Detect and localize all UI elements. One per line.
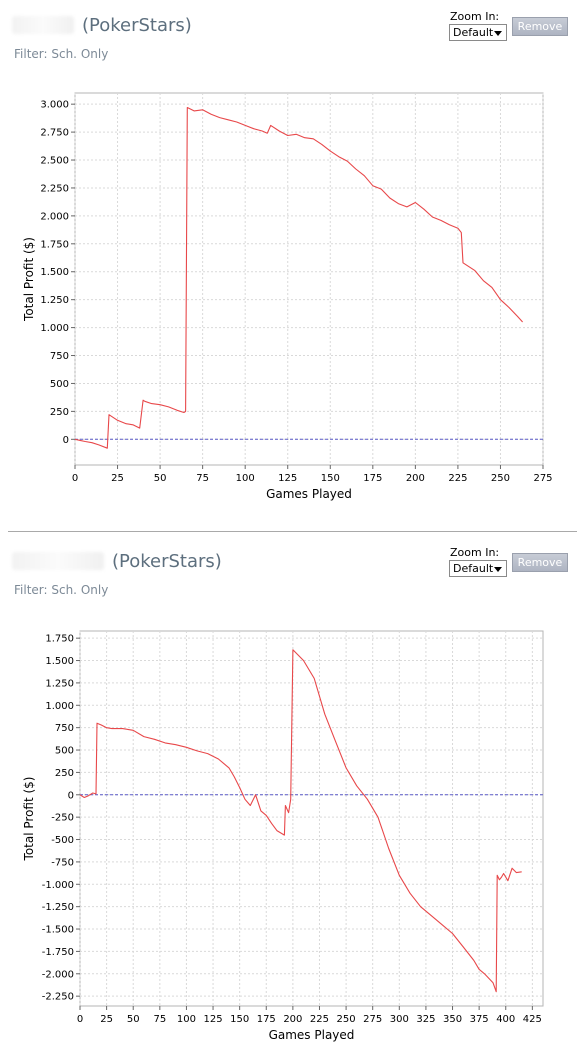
x-tick-label: 375 [470,1014,489,1025]
y-tick-label: -2.250 [42,992,74,1003]
y-tick-label: -2.000 [42,969,74,980]
x-tick-label: 275 [533,473,552,484]
y-axis-title: Total Profit ($) [22,237,36,322]
chart-panel: (PokerStars) Filter: Sch. Only Zoom In: … [12,10,568,501]
x-tick-label: 400 [496,1014,515,1025]
y-tick-label: -500 [51,835,74,846]
x-tick-label: 275 [363,1014,382,1025]
x-tick-label: 150 [230,1014,249,1025]
x-tick-label: 250 [491,473,510,484]
profit-series-line [74,106,524,449]
profit-series-line [79,649,522,993]
y-tick-label: -1.750 [42,947,74,958]
site-name: (PokerStars) [82,15,192,36]
x-tick-label: 175 [257,1014,276,1025]
profit-chart: 0 25 50 75 100 125 150 175 200 225 250 275 0 250 500 75… [22,92,553,501]
chart-panel: (PokerStars) Filter: Sch. Only Zoom In: … [0,536,583,1046]
x-tick-label: 100 [236,473,255,484]
x-tick-label: 150 [321,473,340,484]
chevron-down-icon [494,567,502,572]
blurred-player-name [12,552,104,570]
y-tick-label: -750 [51,857,74,868]
x-tick-label: 100 [177,1014,196,1025]
blurred-player-name [12,16,74,34]
y-tick-label: 250 [55,768,74,779]
filter-label: Filter: Sch. Only [14,583,109,597]
panel-divider [8,531,577,532]
plot-area [74,92,544,466]
site-name: (PokerStars) [112,551,222,572]
x-tick-label: 225 [448,473,467,484]
x-tick-label: 300 [390,1014,409,1025]
zoom-label: Zoom In: [450,546,500,559]
y-tick-label: 3.000 [40,100,69,111]
y-tick-label: 1.250 [40,295,69,306]
y-tick-label: 2.750 [40,128,69,139]
zoom-select-value: Default [453,26,494,39]
x-tick-label: 200 [406,473,425,484]
y-tick-label: 1.000 [40,323,69,334]
y-axis-title: Total Profit ($) [22,777,36,862]
y-tick-label: 1.250 [45,678,74,689]
y-tick-label: 250 [50,407,69,418]
x-axis-title: Games Played [269,1028,355,1042]
y-tick-label: 750 [50,351,69,362]
y-tick-label: -1.250 [42,902,74,913]
plot-area [79,630,544,1007]
x-tick-label: 75 [196,473,209,484]
y-tick-label: 2.000 [40,211,69,222]
zoom-select-value: Default [453,562,494,575]
y-tick-label: 0 [63,435,69,446]
x-tick-label: 125 [278,473,297,484]
y-tick-label: -1.000 [42,880,74,891]
x-tick-label: 0 [72,473,78,484]
x-axis-title: Games Played [266,487,352,501]
y-tick-label: 1.500 [40,267,69,278]
x-tick-label: 175 [363,473,382,484]
y-tick-label: 1.500 [45,656,74,667]
x-tick-label: 25 [111,473,124,484]
remove-button[interactable]: Remove [512,17,568,36]
zoom-select[interactable]: Default [449,560,507,577]
x-tick-label: 25 [100,1014,113,1025]
zoom-label: Zoom In: [450,10,500,23]
x-tick-label: 0 [77,1014,83,1025]
x-tick-label: 50 [154,473,167,484]
y-tick-label: 1.000 [45,701,74,712]
x-tick-label: 250 [337,1014,356,1025]
x-tick-label: 200 [283,1014,302,1025]
zoom-select[interactable]: Default [449,24,507,41]
y-tick-label: 2.500 [40,156,69,167]
x-tick-label: 125 [203,1014,222,1025]
y-tick-label: 750 [55,723,74,734]
remove-button[interactable]: Remove [512,553,568,572]
y-tick-label: 1.750 [45,634,74,645]
profit-chart: 0 25 50 75 100 125 150 175 200 225 250 275 300 325 350… [22,630,544,1042]
y-tick-label: 1.750 [40,239,69,250]
y-tick-label: 2.250 [40,183,69,194]
x-tick-label: 425 [523,1014,542,1025]
x-tick-label: 75 [153,1014,166,1025]
chevron-down-icon [494,31,502,36]
y-tick-label: -250 [51,813,74,824]
x-tick-label: 350 [443,1014,462,1025]
y-tick-label: 500 [50,379,69,390]
x-tick-label: 50 [127,1014,140,1025]
filter-label: Filter: Sch. Only [14,47,109,61]
y-tick-label: -1.500 [42,925,74,936]
x-tick-label: 225 [310,1014,329,1025]
y-tick-label: 500 [55,746,74,757]
x-tick-label: 325 [416,1014,435,1025]
y-tick-label: 0 [68,790,74,801]
